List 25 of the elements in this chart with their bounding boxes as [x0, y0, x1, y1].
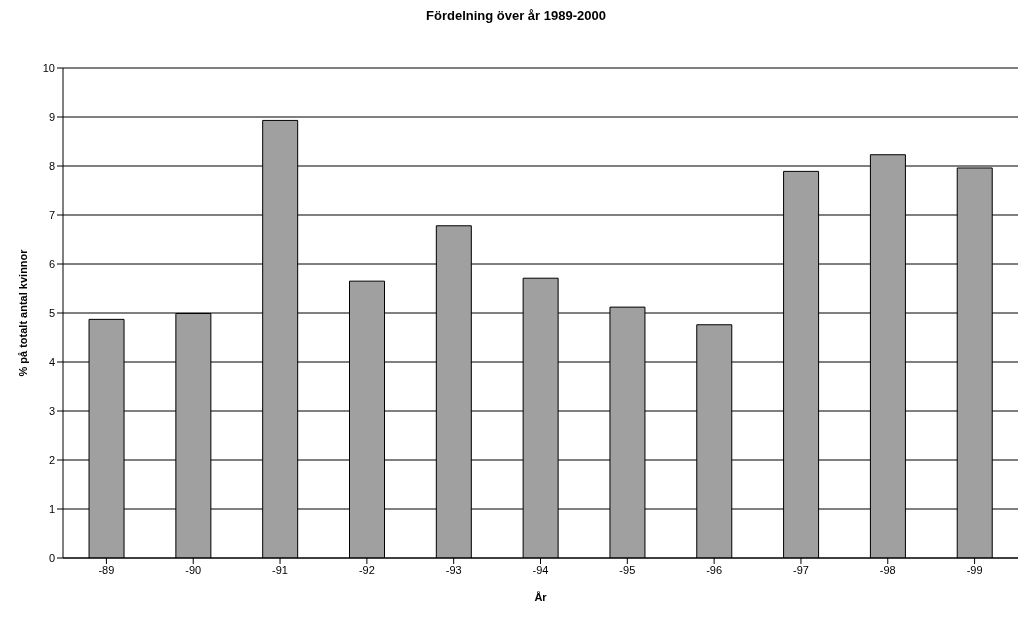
x-tick-label: -90: [185, 563, 202, 576]
y-tick-label: 9: [48, 110, 55, 123]
x-tick-label: -92: [358, 563, 375, 576]
x-tick-label: -95: [619, 563, 636, 576]
y-tick-label: 8: [48, 159, 55, 172]
x-tick-label: -98: [879, 563, 896, 576]
x-tick-label: -91: [272, 563, 288, 576]
y-tick-label: 1: [48, 502, 55, 515]
x-axis-title: År: [534, 591, 548, 603]
chart-title: Fördelning över år 1989-2000: [425, 8, 607, 25]
y-tick-label: 6: [48, 257, 55, 270]
y-tick-label: 0: [48, 551, 55, 564]
x-tick-label: -96: [706, 563, 723, 576]
y-tick-label: 5: [48, 306, 55, 319]
y-tick-label: 2: [48, 453, 55, 466]
x-tick-label: -97: [793, 563, 809, 576]
x-tick-label: -94: [532, 563, 549, 576]
x-tick-label: -93: [445, 563, 462, 576]
y-axis-title: % på totalt antal kvinnor: [16, 248, 29, 377]
y-tick-label: 4: [48, 355, 55, 368]
x-tick-label: -99: [966, 563, 983, 576]
y-tick-label: 3: [48, 404, 55, 417]
y-tick-label: 10: [42, 61, 55, 74]
y-tick-label: 7: [48, 208, 55, 221]
x-tick-label: -89: [98, 563, 115, 576]
